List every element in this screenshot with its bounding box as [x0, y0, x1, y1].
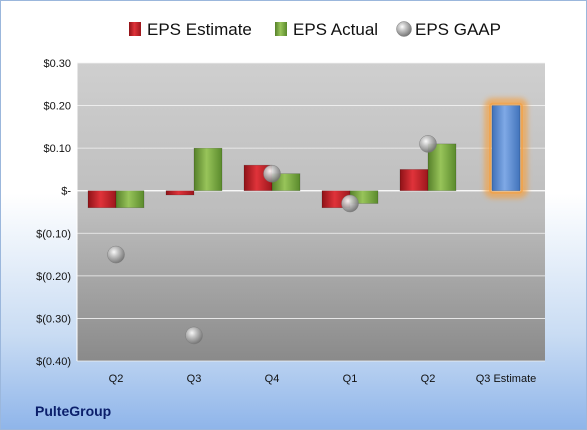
legend-swatch: [396, 21, 412, 37]
y-axis: $0.30 $0.20 $0.10 $- $(0.10) $(0.20) $(0.30) $(…: [36, 58, 78, 368]
bar-eps-actual: [427, 143, 457, 192]
highlight-outline: [489, 102, 523, 194]
point-eps-gaap: [263, 164, 281, 183]
chart-legend: EPS Estimate EPS Actual EPS GAAP: [129, 20, 501, 39]
x-tick-label: Q3 Estimate: [476, 373, 537, 385]
y-tick-label: $(0.30): [36, 313, 71, 325]
bar-eps-actual: [193, 147, 223, 192]
highlight-glow: [485, 98, 527, 198]
legend-swatch: [129, 22, 141, 36]
plot-area: [77, 63, 545, 361]
x-tick-label: Q2: [421, 373, 436, 385]
y-tick-label: $-: [61, 186, 71, 198]
company-name: PulteGroup: [35, 403, 112, 419]
x-tick-label: Q4: [265, 373, 280, 385]
x-tick-label: Q2: [109, 373, 124, 385]
legend-item: EPS GAAP: [396, 20, 501, 39]
gridlines: [77, 62, 545, 362]
y-tick-label: $(0.40): [36, 356, 71, 368]
point-eps-gaap: [107, 245, 125, 264]
bar-eps-estimate: [165, 190, 195, 196]
legend-label: EPS GAAP: [415, 20, 501, 39]
y-tick-label: $(0.10): [36, 228, 71, 240]
legend-label: EPS Estimate: [147, 20, 252, 39]
legend-swatch: [275, 22, 287, 36]
legend-item: EPS Actual: [275, 20, 378, 39]
legend-label: EPS Actual: [293, 20, 378, 39]
bar-eps-estimate: [87, 190, 117, 209]
y-tick-label: $0.30: [43, 58, 71, 70]
bar-eps-actual: [115, 190, 145, 209]
x-tick-label: Q1: [343, 373, 358, 385]
x-axis: Q2 Q3 Q4 Q1 Q2 Q3 Estimate: [109, 373, 537, 385]
y-tick-label: $0.10: [43, 143, 71, 155]
y-tick-label: $(0.20): [36, 271, 71, 283]
chart-marks: [87, 98, 527, 345]
point-eps-gaap: [185, 326, 203, 345]
legend-item: EPS Estimate: [129, 20, 252, 39]
x-tick-label: Q3: [187, 373, 202, 385]
y-tick-label: $0.20: [43, 101, 71, 113]
bar-eps-estimate-highlight: [491, 105, 521, 192]
point-eps-gaap: [419, 135, 437, 153]
point-eps-gaap: [341, 194, 359, 213]
bar-eps-estimate: [399, 169, 429, 192]
